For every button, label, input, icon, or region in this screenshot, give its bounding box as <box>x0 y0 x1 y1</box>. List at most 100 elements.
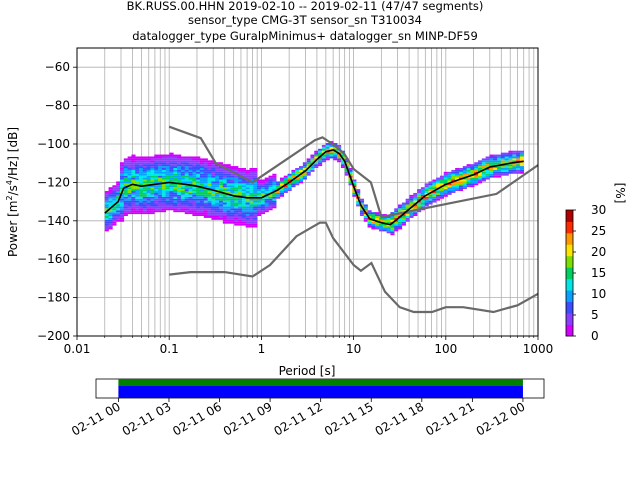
density-cell <box>150 200 155 203</box>
density-cell <box>161 183 166 186</box>
density-cell <box>481 166 486 168</box>
density-cell <box>512 160 517 163</box>
density-cell <box>318 148 323 151</box>
density-cell <box>203 168 208 170</box>
density-cell <box>180 168 186 170</box>
density-cell <box>470 166 475 168</box>
density-cell <box>161 200 166 203</box>
density-cell <box>188 191 193 193</box>
density-cell <box>238 171 243 174</box>
density-cell <box>142 173 147 176</box>
density-cell <box>245 175 250 178</box>
density-cell <box>447 185 452 188</box>
density-cell <box>238 206 243 209</box>
density-cell <box>238 194 243 197</box>
density-cell <box>241 204 246 207</box>
density-cell <box>340 160 346 163</box>
density-cell <box>470 181 475 184</box>
density-cell <box>226 219 231 222</box>
density-cell <box>150 177 155 180</box>
density-cell <box>253 202 258 205</box>
density-cell <box>272 181 277 184</box>
density-cell <box>177 206 182 209</box>
density-cell <box>184 164 189 167</box>
density-cell <box>241 192 246 195</box>
density-cell <box>310 164 315 167</box>
density-cell <box>306 160 311 163</box>
density-cell <box>238 212 243 215</box>
density-cell <box>375 221 380 224</box>
density-cell <box>211 177 216 180</box>
density-cell <box>158 196 163 199</box>
density-cell <box>409 194 414 197</box>
density-cell <box>279 189 285 192</box>
density-cell <box>470 164 475 167</box>
density-cell <box>413 214 418 216</box>
density-cell <box>188 166 193 168</box>
density-cell <box>146 175 151 178</box>
density-cell <box>154 160 159 163</box>
density-cell <box>169 152 174 155</box>
density-cell <box>192 183 197 186</box>
density-cell <box>310 168 315 170</box>
density-cell <box>238 183 243 186</box>
density-cell <box>409 216 414 218</box>
density-cell <box>432 194 437 197</box>
density-cell <box>135 156 140 159</box>
density-cell <box>177 189 182 192</box>
density-cell <box>131 164 136 167</box>
density-cell <box>455 189 460 192</box>
density-cell <box>158 189 163 192</box>
density-cell <box>222 198 227 201</box>
density-cell <box>215 202 220 205</box>
density-cell <box>257 208 262 211</box>
density-cell <box>516 158 521 161</box>
density-cell <box>329 154 334 157</box>
density-cell <box>375 216 380 218</box>
density-cell <box>245 189 250 192</box>
density-cell <box>253 168 258 170</box>
density-cell <box>199 158 205 161</box>
density-cell <box>161 160 166 163</box>
density-cell <box>104 200 109 203</box>
density-cell <box>493 154 498 157</box>
density-cell <box>219 202 224 205</box>
density-cell <box>234 185 239 188</box>
density-cell <box>123 191 128 193</box>
density-cell <box>295 179 300 182</box>
density-cell <box>169 162 174 165</box>
density-cell <box>276 183 281 186</box>
density-cell <box>401 214 406 216</box>
density-cell <box>226 179 231 182</box>
density-cell <box>131 198 136 201</box>
density-cell <box>424 196 429 199</box>
density-cell <box>504 171 509 174</box>
density-cell <box>131 194 136 197</box>
density-cell <box>230 183 235 186</box>
density-cell <box>398 208 403 211</box>
density-cell <box>173 191 178 193</box>
density-cell <box>177 196 182 199</box>
y-axis-label: Power [m2/s4/Hz] [dB] <box>5 127 20 257</box>
density-cell <box>241 212 246 215</box>
density-cell <box>238 202 243 205</box>
density-cell <box>108 225 113 228</box>
density-cell <box>203 173 208 176</box>
density-cell <box>219 216 224 218</box>
density-cell <box>234 204 239 207</box>
density-cell <box>219 171 224 174</box>
density-cell <box>226 185 231 188</box>
density-cell <box>451 191 456 193</box>
density-cell <box>443 192 448 195</box>
density-cell <box>222 217 227 220</box>
density-cell <box>119 196 125 199</box>
density-cell <box>139 210 144 213</box>
density-cell <box>497 168 502 170</box>
density-cell <box>131 169 136 172</box>
density-cell <box>112 210 117 213</box>
density-cell <box>165 175 170 178</box>
density-cell <box>127 202 132 205</box>
density-cell <box>146 168 151 170</box>
density-cell <box>165 169 170 172</box>
density-cell <box>245 185 250 188</box>
